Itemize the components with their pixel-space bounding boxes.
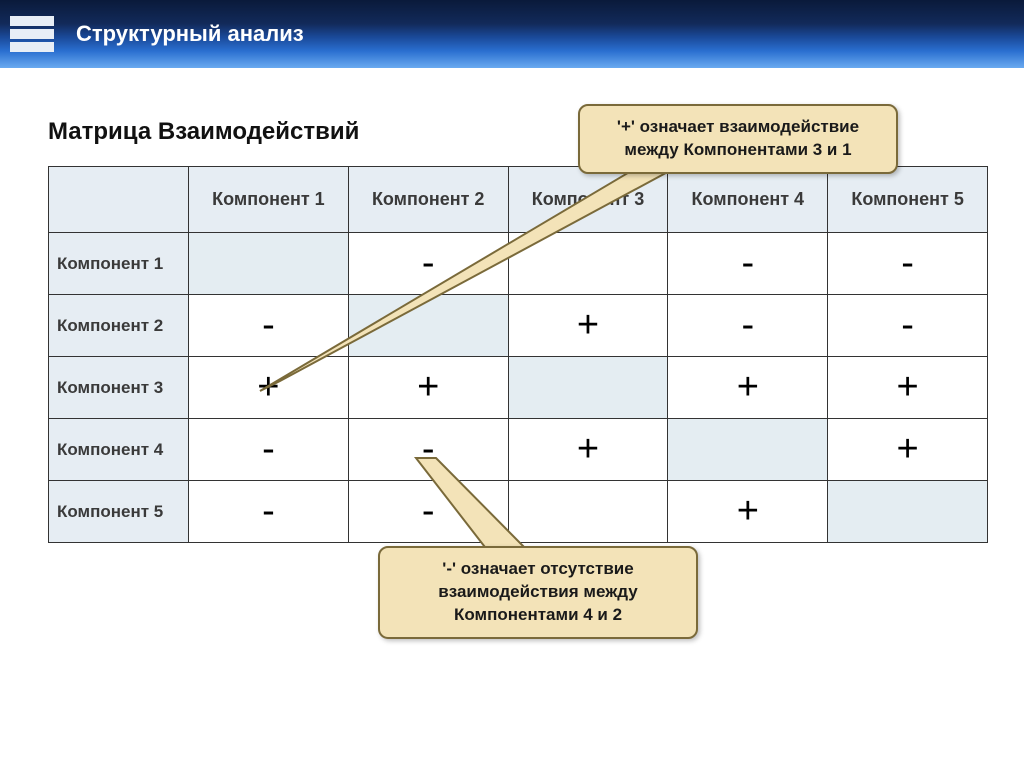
cell: - <box>668 233 828 295</box>
cell-diag <box>668 419 828 481</box>
callout-plus: '+' означает взаимодействие между Компон… <box>578 104 898 174</box>
col-header: Компонент 3 <box>508 167 668 233</box>
table-header-row: Компонент 1 Компонент 2 Компонент 3 Комп… <box>49 167 988 233</box>
cell: + <box>508 419 668 481</box>
cell: - <box>189 481 349 543</box>
col-header: Компонент 2 <box>348 167 508 233</box>
cell <box>508 481 668 543</box>
col-header: Компонент 4 <box>668 167 828 233</box>
cell-diag <box>348 295 508 357</box>
interaction-matrix: Компонент 1 Компонент 2 Компонент 3 Комп… <box>48 166 988 543</box>
cell-diag <box>189 233 349 295</box>
cell: + <box>828 419 988 481</box>
cell: + <box>828 357 988 419</box>
cell: - <box>348 419 508 481</box>
menu-icon <box>8 10 56 58</box>
page-title: Структурный анализ <box>76 21 304 47</box>
row-header: Компонент 2 <box>49 295 189 357</box>
cell: - <box>348 233 508 295</box>
cell: + <box>668 357 828 419</box>
matrix-region: Компонент 1 Компонент 2 Компонент 3 Комп… <box>48 166 988 543</box>
corner-cell <box>49 167 189 233</box>
cell: + <box>668 481 828 543</box>
cell: + <box>189 357 349 419</box>
row-header: Компонент 4 <box>49 419 189 481</box>
cell-diag <box>828 481 988 543</box>
cell: - <box>828 295 988 357</box>
table-row: Компонент 3 + + + + <box>49 357 988 419</box>
row-header: Компонент 3 <box>49 357 189 419</box>
table-row: Компонент 2 - + - - <box>49 295 988 357</box>
col-header: Компонент 5 <box>828 167 988 233</box>
cell: - <box>189 419 349 481</box>
cell: + <box>348 357 508 419</box>
table-row: Компонент 5 - - + <box>49 481 988 543</box>
cell: - <box>348 481 508 543</box>
header-bar: Структурный анализ <box>0 0 1024 68</box>
cell: - <box>828 233 988 295</box>
cell: - <box>189 295 349 357</box>
cell-diag <box>508 357 668 419</box>
row-header: Компонент 1 <box>49 233 189 295</box>
row-header: Компонент 5 <box>49 481 189 543</box>
callout-minus: '-' означает отсутствие взаимодействия м… <box>378 546 698 639</box>
cell: + <box>508 295 668 357</box>
col-header: Компонент 1 <box>189 167 349 233</box>
cell: - <box>668 295 828 357</box>
cell <box>508 233 668 295</box>
table-row: Компонент 1 - - - <box>49 233 988 295</box>
table-row: Компонент 4 - - + + <box>49 419 988 481</box>
